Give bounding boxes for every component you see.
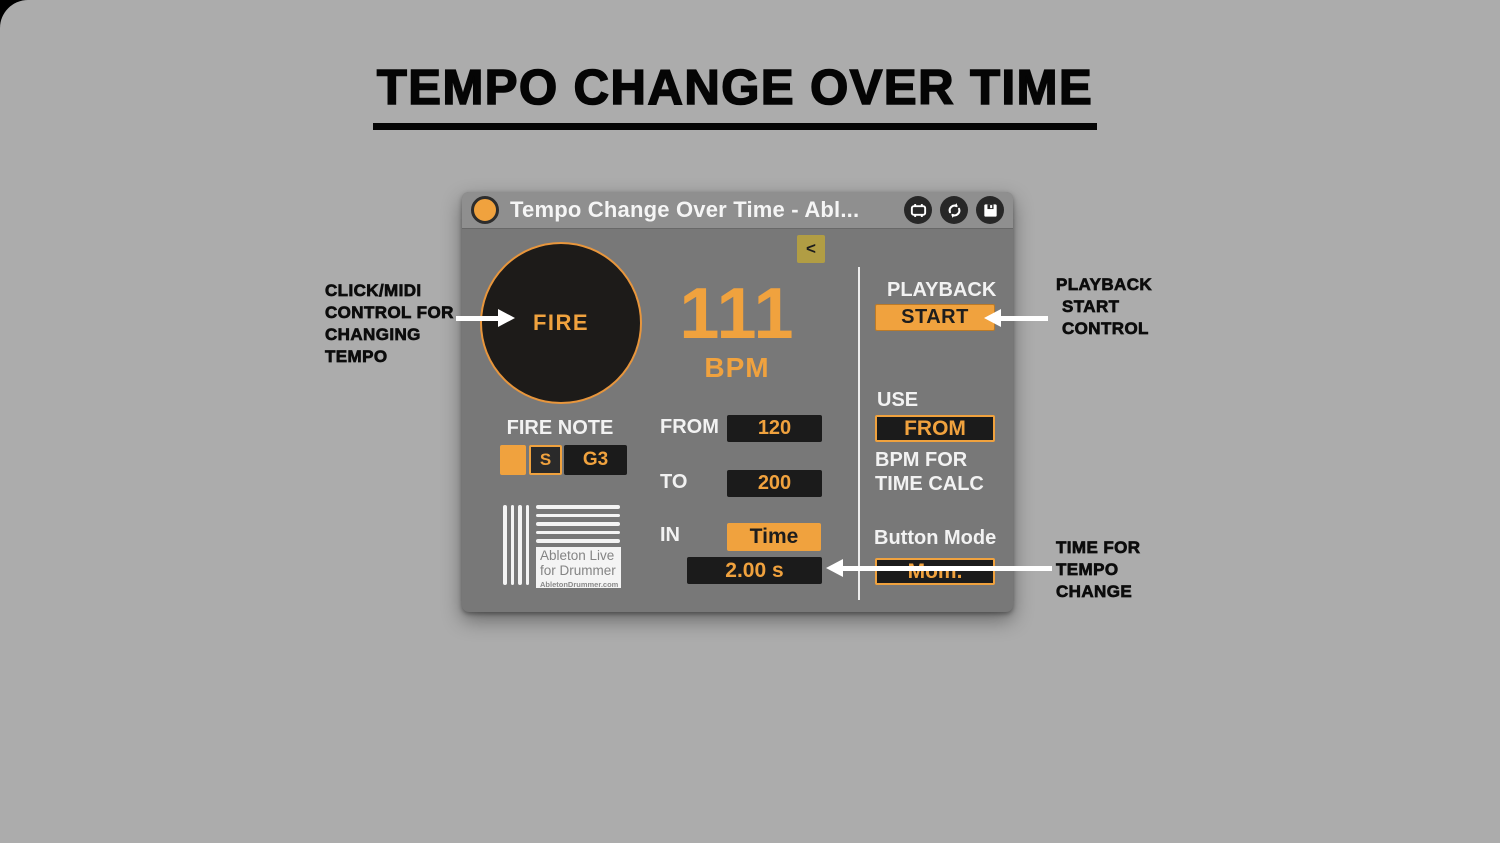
- logo-line: Ableton Live: [540, 548, 615, 563]
- playback-start-button[interactable]: START: [875, 304, 995, 331]
- fire-note-toggle[interactable]: [500, 445, 526, 475]
- save-button[interactable]: [976, 196, 1004, 224]
- fire-note-s-button[interactable]: S: [529, 445, 562, 475]
- annotation-line: CONTROL FOR: [325, 303, 454, 323]
- device-power-icon[interactable]: [471, 196, 499, 224]
- fire-note-value[interactable]: G3: [564, 445, 627, 475]
- divider: [858, 267, 860, 600]
- device-titlebar[interactable]: Tempo Change Over Time - Abl...: [462, 192, 1013, 229]
- page-title-text: TEMPO CHANGE OVER TIME: [372, 60, 1098, 130]
- annotation-line: TEMPO: [325, 347, 388, 367]
- use-from-button[interactable]: FROM: [875, 415, 995, 442]
- presentation-button[interactable]: [904, 196, 932, 224]
- annotation-line: PLAYBACK: [1056, 275, 1153, 295]
- ableton-drummer-logo: Ableton Live for Drummer AbletonDrummer.…: [503, 505, 621, 589]
- collapse-button[interactable]: <: [797, 235, 825, 263]
- annotation-click-midi-control: CLICK/MIDI CONTROL FOR CHANGING TEMPO: [325, 280, 454, 368]
- annotation-time-for-tempo-change: TIME FOR TEMPO CHANGE: [1056, 537, 1141, 603]
- presentation-icon: [910, 203, 926, 217]
- in-mode-button[interactable]: Time: [727, 523, 821, 551]
- save-icon: [983, 203, 997, 217]
- page-title: TEMPO CHANGE OVER TIME: [0, 60, 1470, 130]
- button-mode-value-button[interactable]: Mom.: [875, 558, 995, 585]
- annotation-line: CHANGING: [325, 325, 421, 345]
- in-label: IN: [660, 524, 680, 546]
- to-label: TO: [660, 471, 688, 493]
- stick-lines-icon: [536, 505, 620, 548]
- annotation-playback-start-control: PLAYBACK START CONTROL: [1056, 274, 1152, 340]
- logo-line: for Drummer: [540, 562, 616, 578]
- max-device-window: Tempo Change Over Time - Abl...: [462, 192, 1013, 612]
- annotation-line: START: [1062, 297, 1120, 317]
- sync-icon: [948, 202, 960, 218]
- time-value-box[interactable]: 2.00 s: [687, 557, 822, 584]
- bpm-for-label: BPM FOR: [875, 449, 968, 471]
- bpm-unit: BPM: [704, 352, 770, 383]
- annotation-line: TEMPO: [1056, 560, 1119, 580]
- playback-label: PLAYBACK: [887, 279, 997, 301]
- from-value-box[interactable]: 120: [727, 415, 822, 442]
- device-title: Tempo Change Over Time - Abl...: [510, 197, 860, 222]
- drumsticks-icon: [503, 505, 529, 585]
- bpm-value[interactable]: 111: [679, 274, 795, 354]
- annotation-line: TIME FOR: [1056, 538, 1141, 558]
- fire-button-label: FIRE: [532, 310, 590, 335]
- to-value-box[interactable]: 200: [727, 470, 822, 497]
- logo-url: AbletonDrummer.com: [540, 580, 619, 589]
- use-label: USE: [877, 389, 919, 411]
- sync-button[interactable]: [940, 196, 968, 224]
- annotation-line: CONTROL: [1062, 319, 1149, 339]
- bpm-display[interactable]: 111 BPM: [657, 278, 817, 384]
- logo-text-box: Ableton Live for Drummer AbletonDrummer.…: [536, 547, 621, 589]
- annotation-line: CHANGE: [1056, 582, 1133, 602]
- time-calc-label: TIME CALC: [875, 473, 984, 495]
- annotation-line: CLICK/MIDI: [325, 281, 422, 301]
- button-mode-label: Button Mode: [874, 527, 997, 549]
- from-label: FROM: [660, 416, 719, 438]
- fire-note-label: FIRE NOTE: [506, 417, 614, 439]
